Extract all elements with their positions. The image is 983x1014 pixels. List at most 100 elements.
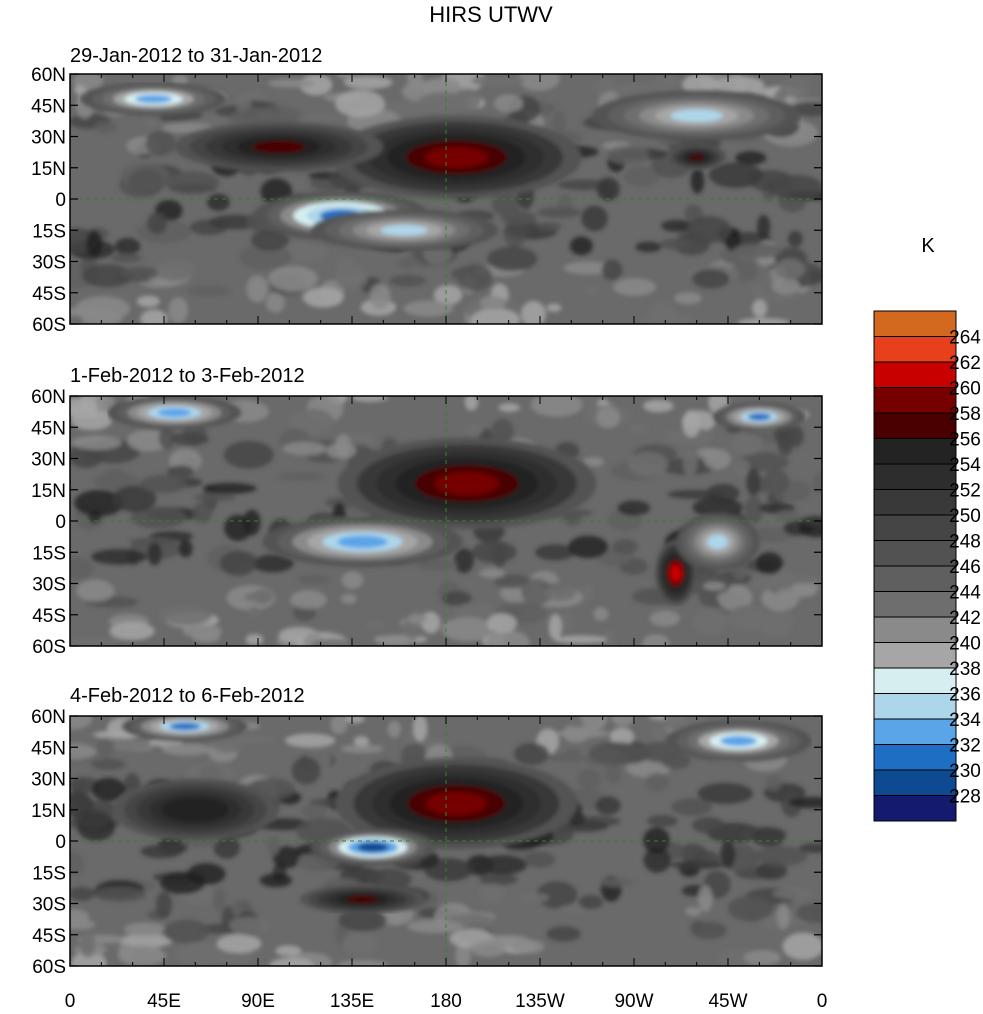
field-cell xyxy=(609,727,635,746)
field-cell xyxy=(397,258,417,269)
field-cell xyxy=(732,243,783,258)
field-cell xyxy=(593,607,609,621)
field-cell xyxy=(553,635,608,644)
field-feature-2 xyxy=(357,842,389,852)
field-cell xyxy=(756,861,788,880)
field-cell xyxy=(581,584,594,601)
field-cell xyxy=(168,297,189,324)
field-cell xyxy=(756,214,771,240)
field-cell xyxy=(626,758,670,778)
field-cell xyxy=(579,716,608,731)
field-cell xyxy=(139,474,188,494)
field-cell xyxy=(546,303,562,313)
field-cell xyxy=(243,592,273,602)
colorbar-swatch xyxy=(873,744,957,771)
colorbar-swatch xyxy=(873,769,957,796)
colorbar-units: K xyxy=(921,235,935,257)
field-cell xyxy=(70,636,120,646)
y-tick-label: 15S xyxy=(32,543,66,564)
field-cell xyxy=(70,557,94,580)
field-cell xyxy=(79,930,96,958)
field-cell xyxy=(342,931,379,956)
field-feature-1 xyxy=(426,792,487,815)
field-cell xyxy=(224,514,252,541)
field-cell xyxy=(598,877,635,887)
field-cell xyxy=(245,633,264,646)
field-cell xyxy=(145,130,176,156)
field-cell xyxy=(340,593,357,604)
field-cell xyxy=(73,85,87,96)
field-cell xyxy=(691,269,730,289)
field-cell xyxy=(344,716,365,724)
field-cell xyxy=(730,432,764,456)
field-cell xyxy=(158,426,176,450)
field-cell xyxy=(75,809,110,829)
colorbar-swatch xyxy=(873,412,957,439)
field-cell xyxy=(697,447,719,458)
field-cell xyxy=(606,145,650,165)
y-tick-label: 0 xyxy=(55,190,66,211)
field-cell xyxy=(287,408,335,435)
field-cell xyxy=(787,230,803,248)
field-cell xyxy=(577,768,602,790)
field-cell xyxy=(123,922,167,937)
field-cell xyxy=(536,881,578,909)
field-cell xyxy=(789,575,822,584)
field-cell xyxy=(91,549,147,565)
field-cell xyxy=(194,493,237,502)
field-cell xyxy=(605,762,622,784)
colorbar-label: 248 xyxy=(949,532,981,553)
field-cell xyxy=(486,613,517,634)
y-tick-label: 45N xyxy=(31,418,66,439)
y-tick-label: 15N xyxy=(31,481,66,502)
field-cell xyxy=(471,74,525,87)
field-cell xyxy=(493,94,524,113)
field-cell xyxy=(70,716,93,729)
colorbar-swatch xyxy=(873,718,957,745)
field-cell xyxy=(623,166,660,187)
field-cell xyxy=(648,301,677,324)
field-cell xyxy=(617,500,651,516)
field-feature-8 xyxy=(689,154,704,161)
field-feature-1 xyxy=(434,472,500,495)
field-feature-3 xyxy=(670,564,681,582)
field-cell xyxy=(74,489,124,517)
field-cell xyxy=(536,222,563,232)
field-cell xyxy=(568,719,585,728)
panel-1-label: 29-Jan-2012 to 31-Jan-2012 xyxy=(70,45,322,67)
colorbar-label: 238 xyxy=(949,659,981,680)
colorbar-swatch xyxy=(873,565,957,592)
field-cell xyxy=(336,74,354,80)
field-cell xyxy=(652,74,681,94)
field-cell xyxy=(369,283,391,310)
colorbar-swatch xyxy=(873,591,957,618)
colorbar-swatch xyxy=(873,387,957,414)
field-cell xyxy=(734,459,751,478)
y-tick-label: 30S xyxy=(32,253,66,274)
colorbar: K 264 262 260 258 256 254 252 250 248 246 244 242 24… xyxy=(873,235,981,822)
field-cell xyxy=(279,241,329,264)
y-tick-label: 30N xyxy=(31,128,66,149)
field-cell xyxy=(562,724,590,743)
field-cell xyxy=(713,75,765,94)
field-cell xyxy=(563,261,613,275)
field-cell xyxy=(738,452,790,472)
field-cell xyxy=(596,406,621,429)
field-cell xyxy=(582,456,605,467)
field-feature-1 xyxy=(425,146,488,168)
field-cell xyxy=(647,814,678,828)
field-cell xyxy=(659,238,692,250)
field-cell xyxy=(627,451,669,477)
field-cell xyxy=(297,574,331,585)
field-cell xyxy=(669,860,725,870)
field-cell xyxy=(454,548,474,574)
field-cell xyxy=(338,908,387,932)
colorbar-label: 250 xyxy=(949,506,981,527)
field-cell xyxy=(635,241,662,253)
field-cell xyxy=(330,716,348,735)
field-cell xyxy=(735,151,767,165)
panel-3: 4-Feb-2012 to 6-Feb-2012 60N 45N 30N 15N 0 15… xyxy=(31,685,823,978)
colorbar-swatch xyxy=(873,616,957,643)
field-cell xyxy=(416,92,469,116)
y-tick-label: 30S xyxy=(32,575,66,596)
